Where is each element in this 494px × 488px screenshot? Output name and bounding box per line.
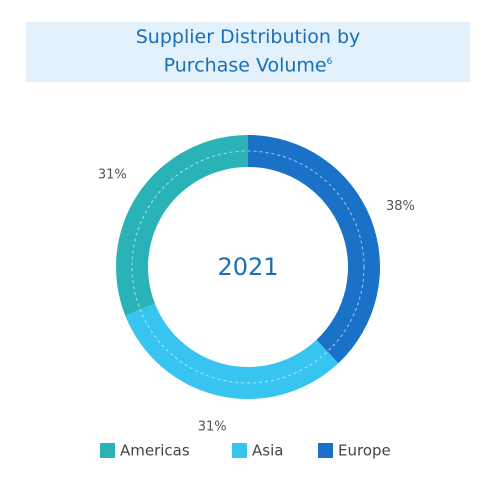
title-note: 6 [326, 57, 333, 68]
donut-slice [248, 135, 381, 364]
title-box: Supplier Distribution by Purchase Volume… [26, 22, 470, 82]
dashed-ring [131, 150, 365, 384]
chart-title: Supplier Distribution by Purchase Volume… [118, 25, 378, 78]
data-label: 38% [386, 199, 415, 214]
legend-label: Europe [338, 442, 391, 460]
data-label: 31% [198, 420, 227, 435]
legend-label: Americas [120, 442, 190, 460]
donut-slice [125, 303, 339, 399]
legend-swatch [318, 443, 333, 458]
legend-swatch [100, 443, 115, 458]
data-label: 31% [98, 167, 127, 182]
center-label: 2021 [217, 253, 278, 281]
legend-label: Asia [252, 442, 283, 460]
legend-swatch [232, 443, 247, 458]
donut-slice [115, 135, 248, 316]
title-text: Supplier Distribution by Purchase Volume [135, 26, 361, 77]
